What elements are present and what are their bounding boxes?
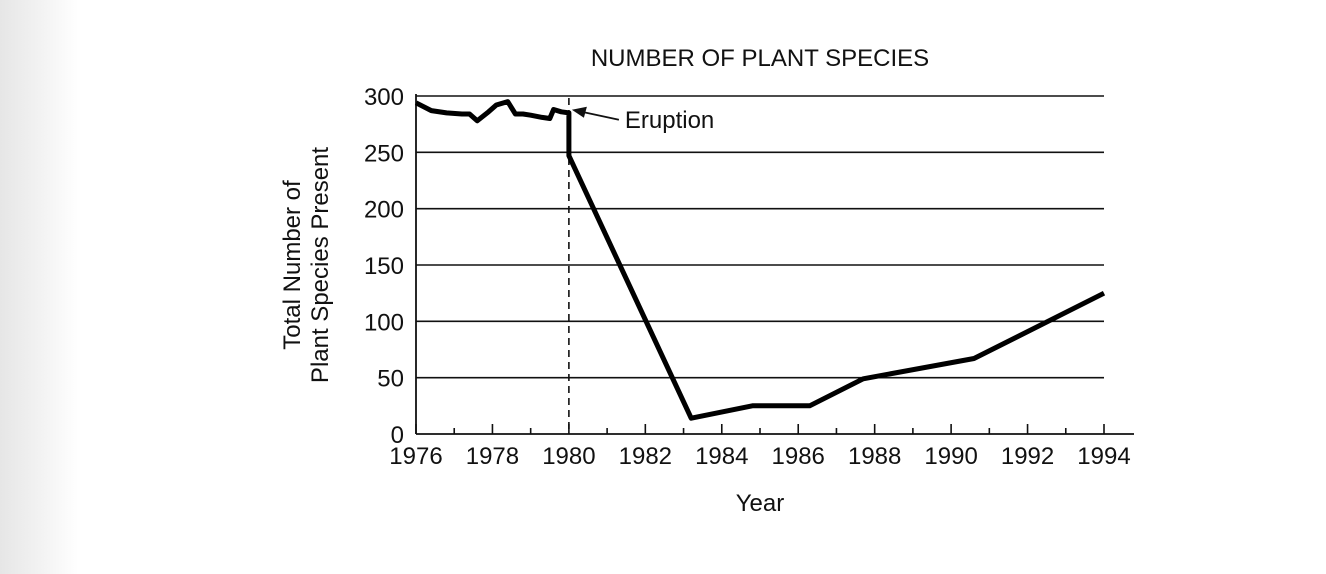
x-tick-labels: 1976 1978 1980 1982 1984 1986 1988 1990 1992 1994 (389, 443, 1130, 470)
series-lines (414, 99, 1106, 421)
x-axis-label: Year (736, 490, 785, 517)
y-tick-label-100: 100 (364, 309, 404, 336)
x-tick-label-1980: 1980 (542, 443, 595, 470)
y-axis-label-line-1: Total Number of (279, 180, 306, 350)
left-edge-shade (0, 0, 78, 574)
x-tick-label-1990: 1990 (924, 443, 977, 470)
eruption-arrow-head (571, 106, 587, 118)
x-tick-label-1986: 1986 (772, 443, 825, 470)
y-axis-label-line-2: Plant Species Present (307, 147, 334, 383)
chart-title: NUMBER OF PLANT SPECIES (591, 45, 929, 72)
grid-lines (416, 95, 1104, 379)
y-tick-label-150: 150 (364, 253, 404, 280)
x-tick-label-1978: 1978 (466, 443, 519, 470)
series-line-0 (414, 99, 1106, 421)
x-tick-label-1994: 1994 (1077, 443, 1130, 470)
x-tick-label-1984: 1984 (695, 443, 748, 470)
y-tick-label-50: 50 (377, 366, 404, 393)
x-tick-label-1976: 1976 (389, 443, 442, 470)
axes (415, 94, 1134, 435)
y-tick-labels: 0 50 100 150 200 250 300 (364, 84, 404, 449)
y-axis-label: Total Number of Plant Species Present (279, 147, 334, 383)
eruption-label: Eruption (625, 107, 714, 134)
y-tick-label-0: 0 (391, 422, 404, 449)
x-tick-label-1992: 1992 (1001, 443, 1054, 470)
y-tick-label-300: 300 (364, 84, 404, 111)
y-tick-label-250: 250 (364, 140, 404, 167)
eruption-marker: Eruption (568, 98, 714, 434)
x-tick-label-1982: 1982 (619, 443, 672, 470)
x-tick-label-1988: 1988 (848, 443, 901, 470)
y-tick-label-200: 200 (364, 197, 404, 224)
